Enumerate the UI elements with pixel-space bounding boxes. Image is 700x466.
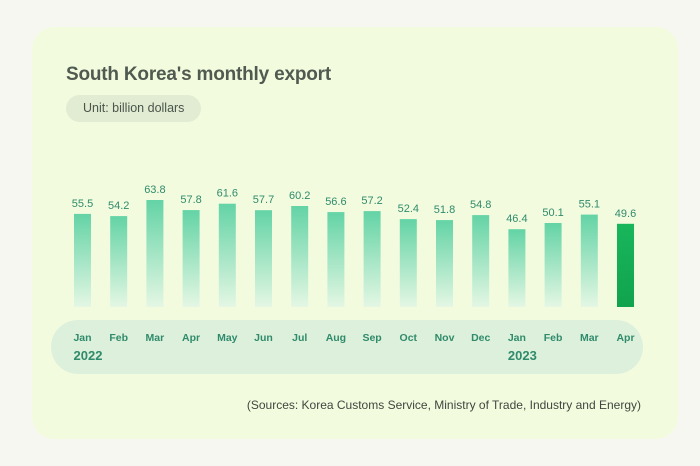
value-label-8: 57.2 <box>361 195 382 207</box>
bar-9 <box>399 219 417 307</box>
value-label-11: 54.8 <box>470 199 491 211</box>
bar-0 <box>74 213 91 307</box>
category-label-13: Feb <box>544 332 563 344</box>
category-label-5: Jun <box>254 332 273 344</box>
value-label-13: 50.1 <box>542 207 563 219</box>
value-label-3: 57.8 <box>180 194 201 206</box>
bar-8 <box>363 211 381 307</box>
category-label-6: Jul <box>292 332 307 344</box>
category-label-8: Sep <box>362 332 381 344</box>
value-label-14: 55.1 <box>579 199 600 211</box>
category-label-4: May <box>217 332 238 344</box>
bar-11 <box>472 215 490 307</box>
value-label-5: 57.7 <box>253 194 274 206</box>
category-label-2: Mar <box>146 332 165 344</box>
value-label-1: 54.2 <box>108 200 129 212</box>
bar-10 <box>436 220 453 307</box>
bar-15 <box>617 223 634 307</box>
bar-4 <box>218 203 236 307</box>
year-label-0: 2022 <box>74 348 103 363</box>
category-label-10: Nov <box>435 332 455 344</box>
value-label-2: 63.8 <box>144 184 165 196</box>
bar-7 <box>327 212 345 307</box>
value-label-6: 60.2 <box>289 190 310 202</box>
category-label-0: Jan <box>73 332 91 344</box>
category-label-11: Dec <box>471 332 490 344</box>
value-label-7: 56.6 <box>325 196 346 208</box>
bar-5 <box>255 210 272 307</box>
category-label-7: Aug <box>326 332 346 344</box>
bar-6 <box>291 206 309 307</box>
category-label-9: Oct <box>400 332 418 344</box>
category-label-14: Mar <box>580 332 599 344</box>
category-label-1: Feb <box>109 332 128 344</box>
value-label-9: 52.4 <box>398 203 419 215</box>
chart-title: South Korea's monthly export <box>66 64 331 85</box>
bar-2 <box>146 200 164 307</box>
bar-3 <box>182 210 200 307</box>
value-label-0: 55.5 <box>72 198 93 210</box>
value-label-10: 51.8 <box>434 204 455 216</box>
year-label-1: 2023 <box>508 348 537 363</box>
category-label-12: Jan <box>508 332 526 344</box>
x-axis-band <box>51 320 643 374</box>
source-note: (Sources: Korea Customs Service, Ministr… <box>246 398 641 412</box>
bar-14 <box>580 214 598 307</box>
value-label-15: 49.6 <box>615 208 636 220</box>
unit-badge: Unit: billion dollars <box>66 95 202 122</box>
value-label-12: 46.4 <box>506 213 527 225</box>
category-label-15: Apr <box>616 332 634 344</box>
bar-12 <box>508 229 526 307</box>
value-label-4: 61.6 <box>217 188 238 200</box>
bar-13 <box>544 223 562 307</box>
category-label-3: Apr <box>182 332 200 344</box>
bar-1 <box>110 216 128 307</box>
